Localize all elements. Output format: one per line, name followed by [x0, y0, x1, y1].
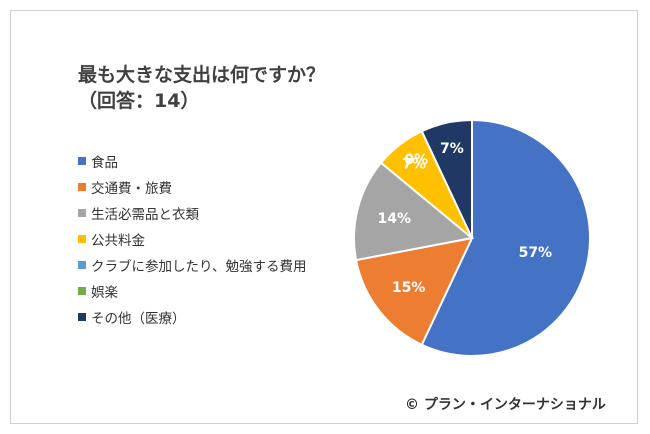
legend-item: 交通費・旅費	[78, 174, 306, 200]
pie-data-label: 57%	[519, 245, 553, 261]
legend-swatch	[78, 209, 86, 217]
pie-data-label: 14%	[378, 211, 412, 227]
legend-item: 娯楽	[78, 278, 306, 304]
pie-data-label: 0%	[404, 152, 428, 168]
legend-item: 公共料金	[78, 226, 306, 252]
legend-item: 生活必需品と衣類	[78, 200, 306, 226]
pie-data-label: 7%	[440, 141, 464, 157]
legend-label: 娯楽	[91, 285, 118, 301]
pie-slice	[420, 118, 473, 239]
legend-label: その他（医療）	[91, 311, 186, 327]
legend-swatch	[78, 235, 86, 243]
legend-item: その他（医療）	[78, 304, 306, 330]
legend-swatch	[78, 287, 86, 295]
legend-item: 食品	[78, 148, 306, 174]
pie-data-label: 7%	[402, 156, 426, 172]
legend-label: 食品	[91, 155, 118, 171]
chart-legend: 食品交通費・旅費生活必需品と衣類 公共料金クラブに参加したり、勉強する費用 娯楽その…	[78, 148, 306, 330]
legend-item: クラブに参加したり、勉強する費用	[78, 252, 306, 278]
pie-slice	[354, 236, 474, 347]
chart-subtitle: （回答：14）	[78, 90, 200, 112]
chart-title-block: 最も大きな支出は何ですか？ （回答：14）	[78, 62, 325, 114]
pie-data-label: 15%	[392, 280, 426, 296]
copyright-notice: © プラン・インターナショナル	[405, 397, 606, 413]
legend-label: 生活必需品と衣類	[91, 207, 199, 223]
legend-label: 公共料金	[91, 233, 145, 249]
pie-slice	[353, 161, 475, 262]
legend-label: クラブに参加したり、勉強する費用	[91, 259, 307, 275]
legend-label: 交通費・旅費	[91, 181, 172, 197]
legend-swatch	[78, 157, 86, 165]
legend-swatch	[78, 183, 86, 191]
pie-slice	[420, 118, 591, 357]
chart-title: 最も大きな支出は何ですか？	[78, 64, 326, 86]
legend-swatch	[78, 261, 86, 269]
legend-swatch	[78, 313, 86, 321]
